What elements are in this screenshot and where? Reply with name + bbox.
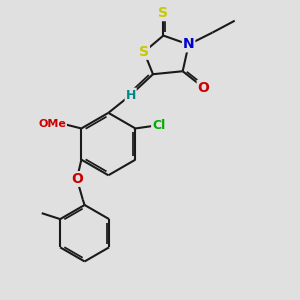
Text: O: O (71, 172, 83, 186)
Text: Cl: Cl (152, 119, 165, 132)
Text: N: N (183, 38, 194, 52)
Text: S: S (139, 45, 149, 59)
Text: O: O (198, 81, 209, 94)
Text: H: H (125, 88, 136, 101)
Text: S: S (158, 6, 168, 20)
Text: OMe: OMe (38, 119, 66, 129)
